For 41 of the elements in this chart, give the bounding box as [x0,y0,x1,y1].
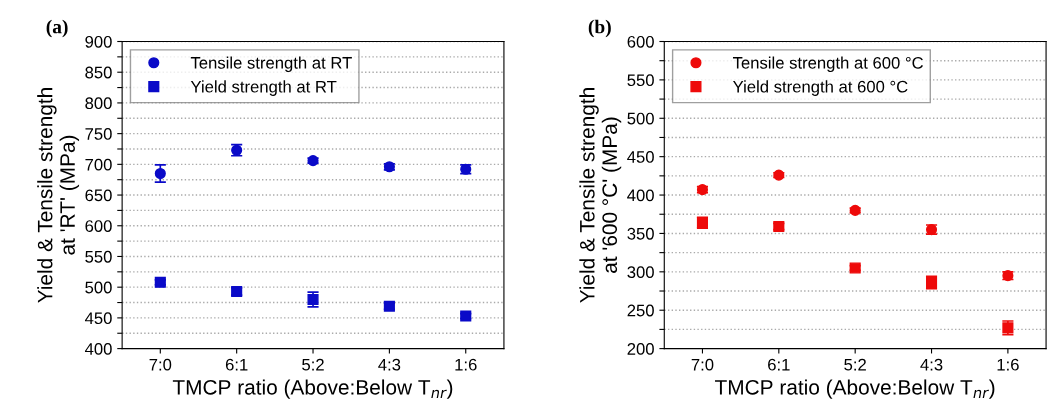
y-tick-label: 650 [85,189,112,202]
y-tick-label: 450 [84,312,112,325]
y-tick-label: 400 [84,343,112,355]
y-tick-label: 300 [627,266,654,279]
x-tick-label: 6:1 [768,358,790,371]
x-tick-label: 5:2 [302,358,324,371]
x-tick-label: 7:0 [691,358,714,371]
chart-title: (b) [588,19,611,38]
legend-label: Yield strength at 600 °C [732,80,908,96]
y-axis-title: Yield & Tensile strength at '600 °C' (MPa) [579,88,622,303]
y-tick-label: 500 [627,112,654,125]
y-axis-title: Yield & Tensile strength at 'RT' (MPa) [37,88,80,303]
y-tick-label: 500 [85,281,112,294]
x-axis-title: TMCP ratio (Above:Below T$_{nr}$) [715,379,995,399]
y-tick-label: 450 [627,151,654,163]
y-tick-label: 700 [85,158,112,171]
y-tick-label: 550 [627,74,654,87]
y-tick-label: 350 [627,227,654,240]
y-tick-label: 250 [627,304,654,317]
x-tick-label: 5:2 [844,358,866,371]
y-tick-label: 400 [627,189,654,202]
chart-title: (a) [46,19,68,38]
x-axis-title: TMCP ratio (Above:Below T$_{nr}$) [172,379,453,399]
y-tick-label: 200 [627,343,654,355]
y-tick-label: 750 [85,128,112,140]
x-tick-label: 1:6 [997,358,1019,371]
y-tick-label: 800 [85,97,112,110]
y-tick-label: 900 [85,35,112,48]
x-tick-label: 6:1 [225,358,248,371]
y-tick-label: 600 [627,35,654,48]
x-tick-label: 1:6 [455,358,477,371]
legend-label: Tensile strength at RT [190,56,352,73]
y-tick-label: 600 [85,220,112,232]
legend-label: Tensile strength at 600 °C [732,56,923,73]
y-tick-label: 850 [85,66,112,79]
x-tick-label: 7:0 [149,358,172,371]
legend-label: Yield strength at RT [190,80,337,96]
point [849,204,861,216]
y-tick-label: 550 [85,250,112,263]
x-tick-label: 4:3 [920,358,943,371]
x-tick-label: 4:3 [378,358,401,371]
